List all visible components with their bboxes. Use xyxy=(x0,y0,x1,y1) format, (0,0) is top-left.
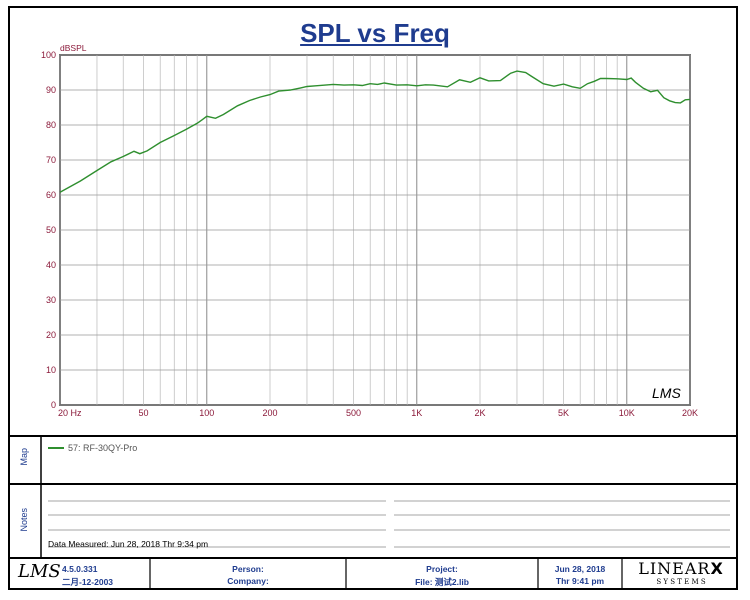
legend-entry: 57: RF-30QY-Pro xyxy=(48,443,137,453)
footer-logo: LMS xyxy=(18,561,61,582)
footer-date-cn: 二月-12-2003 xyxy=(62,577,114,587)
x-tick-label: 200 xyxy=(262,408,277,418)
x-ticks: 20 Hz 50 100 200 500 1K 2K 5K 10K 20K xyxy=(58,408,698,418)
x-tick-label: 20 Hz xyxy=(58,408,82,418)
x-tick-label: 500 xyxy=(346,408,361,418)
y-tick-label: 20 xyxy=(46,330,56,340)
footer-project: Project: xyxy=(426,564,458,574)
footer-date: Jun 28, 2018 xyxy=(554,564,606,574)
footer-brand: LINEARX S Y S T E M S xyxy=(628,561,734,587)
data-measured: Data Measured: Jun 28, 2018 Thr 9:34 pm xyxy=(48,539,209,549)
notes-label: Notes xyxy=(19,508,29,532)
footer-person: Person: xyxy=(232,564,264,574)
legend-swatch xyxy=(48,447,64,449)
brand-x: X xyxy=(710,559,724,578)
y-tick-label: 60 xyxy=(46,190,56,200)
plot-logo: LMS xyxy=(652,385,681,401)
y-axis-label: dBSPL xyxy=(60,43,87,53)
series-line xyxy=(59,70,691,193)
x-tick-label: 1K xyxy=(411,408,422,418)
x-tick-label: 20K xyxy=(682,408,698,418)
y-tick-label: 10 xyxy=(46,365,56,375)
y-tick-label: 40 xyxy=(46,260,56,270)
y-tick-label: 50 xyxy=(46,225,56,235)
x-tick-label: 10K xyxy=(619,408,635,418)
outer-frame xyxy=(8,6,738,590)
map-label: Map xyxy=(19,448,29,466)
y-tick-label: 90 xyxy=(46,85,56,95)
x-tick-label: 2K xyxy=(474,408,485,418)
y-tick-label: 70 xyxy=(46,155,56,165)
y-tick-label: 100 xyxy=(41,50,56,60)
legend-text: 57: RF-30QY-Pro xyxy=(68,443,138,453)
x-tick-label: 5K xyxy=(558,408,569,418)
footer-version: 4.5.0.331 xyxy=(62,564,98,574)
y-tick-label: 0 xyxy=(51,400,56,410)
grid xyxy=(59,54,691,406)
footer-cells xyxy=(149,558,623,590)
notes-lines xyxy=(48,500,730,548)
footer-file: File: 测试2.lib xyxy=(415,577,469,587)
y-ticks: 0 10 20 30 40 50 60 70 80 90 100 xyxy=(41,50,56,410)
y-tick-label: 30 xyxy=(46,295,56,305)
x-tick-label: 100 xyxy=(199,408,214,418)
y-tick-label: 80 xyxy=(46,120,56,130)
chart-title: SPL vs Freq xyxy=(300,18,450,48)
brand-main: LINEAR xyxy=(638,559,711,578)
brand-sub: S Y S T E M S xyxy=(656,578,706,586)
x-tick-label: 50 xyxy=(139,408,149,418)
footer-time: Thr 9:41 pm xyxy=(555,576,605,586)
footer-company: Company: xyxy=(227,576,269,586)
